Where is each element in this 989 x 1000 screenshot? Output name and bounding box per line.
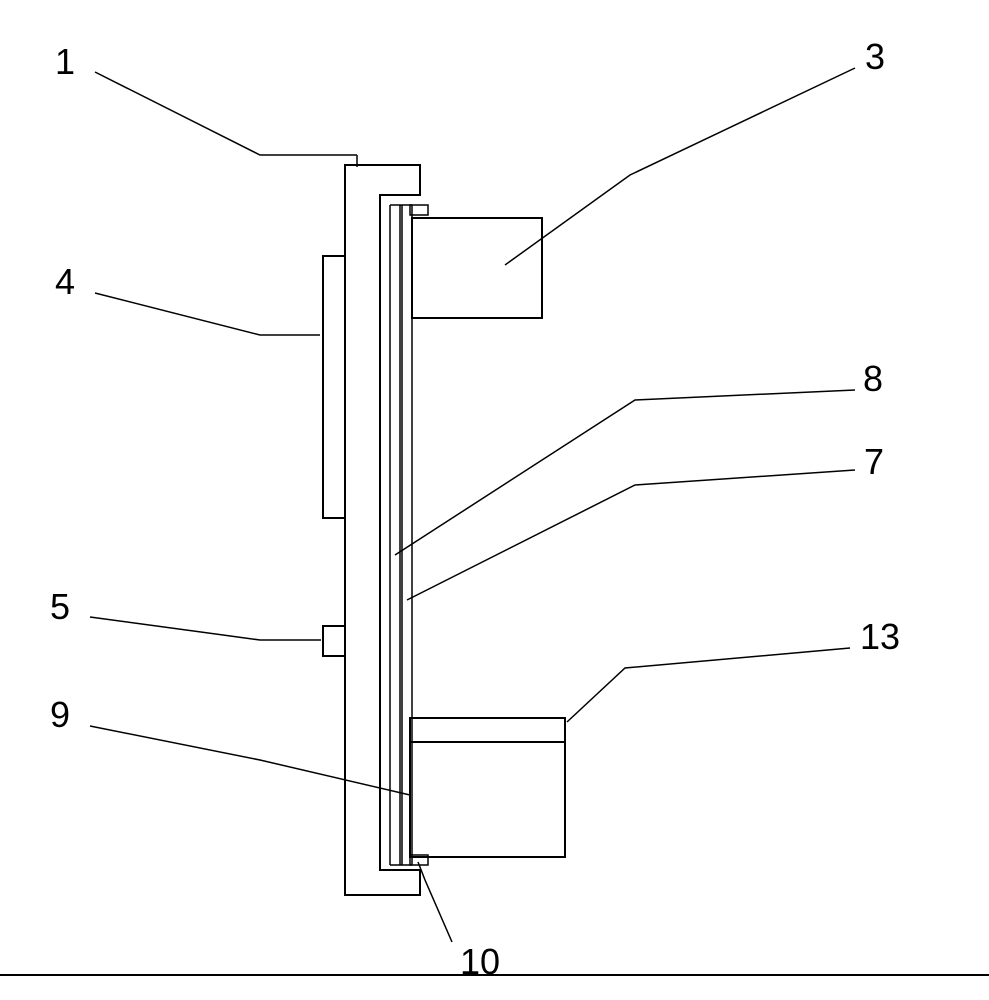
label-1: 1 (55, 41, 75, 82)
label-7: 7 (864, 441, 884, 482)
label-3: 3 (865, 36, 885, 77)
label-4: 4 (55, 261, 75, 302)
label-8: 8 (863, 358, 883, 399)
label-9: 9 (50, 694, 70, 735)
technical-diagram: 13457891013 (0, 0, 989, 1000)
label-10: 10 (460, 941, 500, 982)
label-13: 13 (860, 616, 900, 657)
label-5: 5 (50, 586, 70, 627)
